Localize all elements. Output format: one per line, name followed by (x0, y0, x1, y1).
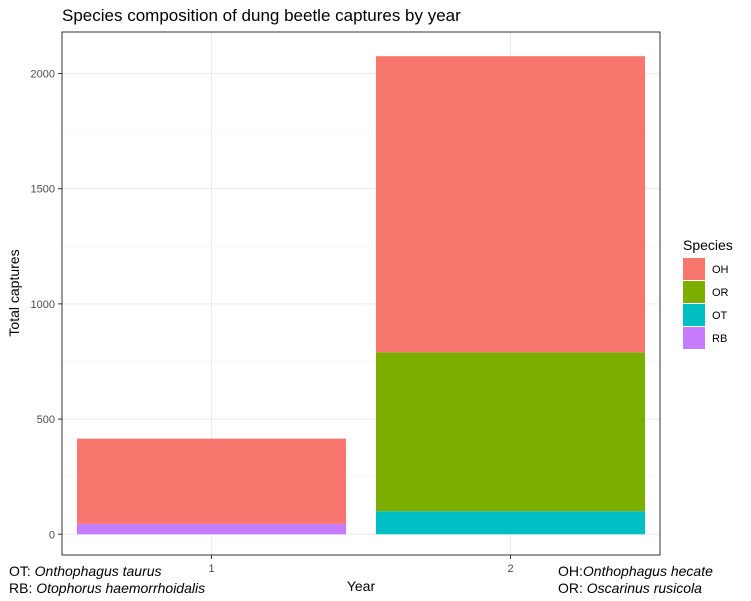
caption-rb: RB: Otophorus haemorrhoidalis (9, 580, 205, 597)
bar-segment-or-year-2 (375, 352, 646, 512)
caption-or: OR: Oscarinus rusicola (558, 580, 702, 597)
legend-key-ot (683, 304, 705, 326)
legend-label-ot: OT (712, 310, 728, 322)
caption-oh: OH:Onthophagus hecate (558, 563, 713, 580)
caption-oh-name: Onthophagus hecate (582, 563, 713, 579)
y-tick-label: 1500 (31, 184, 55, 196)
legend-key-rb (683, 327, 705, 349)
caption-or-name: Oscarinus rusicola (586, 580, 702, 596)
legend-label-or: OR (712, 287, 729, 299)
bar-segment-oh-year-2 (375, 56, 646, 353)
caption-ot: OT: Onthophagus taurus (9, 563, 162, 580)
caption-rb-name: Otophorus haemorrhoidalis (36, 580, 206, 596)
legend-key-or (683, 281, 705, 303)
bar-segment-oh-year-1 (76, 438, 347, 524)
x-axis-title: Year (347, 578, 376, 594)
y-tick-label: 1000 (31, 299, 55, 311)
caption-oh-code: OH: (558, 563, 583, 579)
x-tick-label: 1 (208, 563, 214, 575)
chart-title: Species composition of dung beetle captu… (62, 6, 461, 25)
bars (76, 56, 646, 535)
legend-label-rb: RB (712, 333, 727, 345)
legend-key-oh (683, 258, 705, 280)
y-axis: 0 500 1000 1500 2000 (31, 68, 62, 541)
bar-segment-ot-year-2 (375, 511, 646, 535)
caption-ot-name: Onthophagus taurus (34, 563, 162, 579)
y-tick-label: 500 (37, 414, 55, 426)
legend-label-oh: OH (712, 264, 729, 276)
caption-ot-code: OT: (9, 563, 31, 579)
y-axis-title: Total captures (6, 249, 22, 336)
x-tick-label: 2 (507, 563, 513, 575)
bar-segment-rb-year-1 (76, 523, 347, 535)
caption-or-code: OR: (558, 580, 583, 596)
y-tick-label: 2000 (31, 68, 55, 80)
legend-title: Species (683, 237, 733, 253)
y-tick-label: 0 (49, 529, 55, 541)
legend: Species OH OR OT RB (683, 237, 733, 349)
caption-rb-code: RB: (9, 580, 33, 596)
panel-border (61, 31, 661, 556)
